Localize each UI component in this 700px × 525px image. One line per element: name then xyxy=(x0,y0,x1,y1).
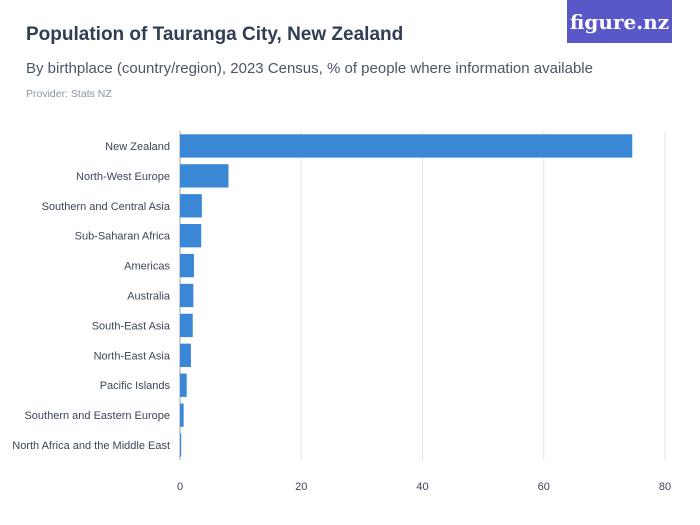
bar[interactable] xyxy=(180,253,194,278)
figure-nz-logo[interactable]: figure.nz xyxy=(567,0,672,43)
bar[interactable] xyxy=(180,164,229,188)
category-label: Americas xyxy=(124,261,170,273)
category-label: South-East Asia xyxy=(92,320,171,332)
category-label: Southern and Eastern Europe xyxy=(24,410,170,422)
bar[interactable] xyxy=(180,194,202,218)
category-label: Sub-Saharan Africa xyxy=(75,231,171,243)
bar[interactable] xyxy=(180,373,187,397)
bar[interactable] xyxy=(180,343,191,367)
category-label: Pacific Islands xyxy=(100,380,171,392)
x-tick-label: 60 xyxy=(538,481,550,493)
category-label: Southern and Central Asia xyxy=(42,201,171,213)
category-label: North-East Asia xyxy=(94,350,171,362)
x-tick-label: 80 xyxy=(659,481,671,493)
bar[interactable] xyxy=(180,224,202,248)
x-tick-label: 40 xyxy=(416,481,428,493)
category-label: Australia xyxy=(127,291,171,303)
bar[interactable] xyxy=(180,313,193,338)
bar[interactable] xyxy=(180,403,184,427)
category-label: New Zealand xyxy=(105,141,170,153)
bar[interactable] xyxy=(180,283,194,308)
category-label: North Africa and the Middle East xyxy=(12,440,170,452)
category-label: North-West Europe xyxy=(76,171,170,183)
x-tick-label: 20 xyxy=(295,481,307,493)
provider-label: Provider: Stats NZ xyxy=(26,88,112,100)
x-tick-label: 0 xyxy=(177,481,183,493)
chart-subtitle: By birthplace (country/region), 2023 Cen… xyxy=(26,60,593,77)
bar[interactable] xyxy=(180,433,182,457)
chart-title: Population of Tauranga City, New Zealand xyxy=(26,24,404,45)
bar[interactable] xyxy=(180,134,633,158)
